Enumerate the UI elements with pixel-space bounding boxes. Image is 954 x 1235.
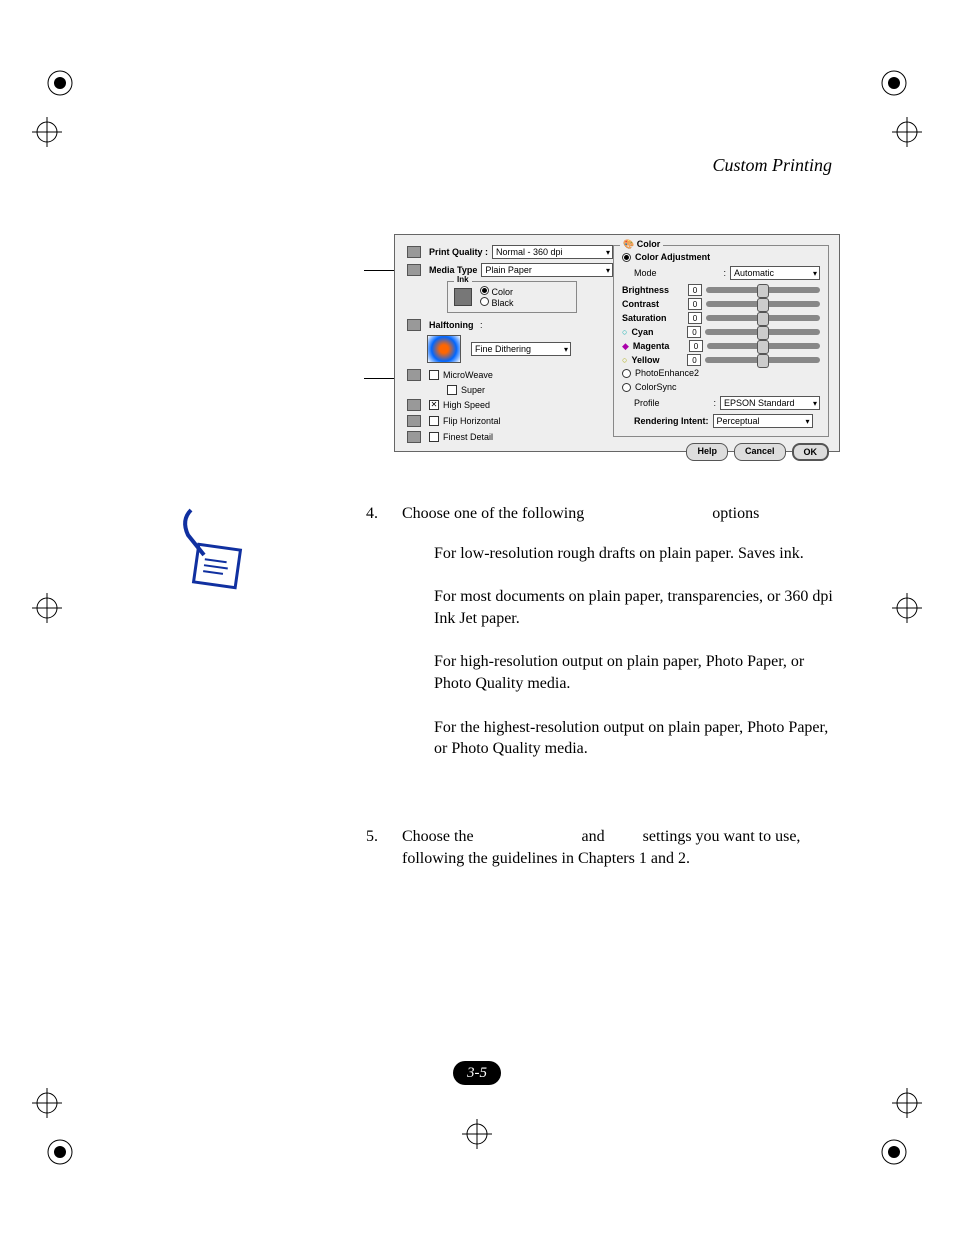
ink-color-label: Color [492,287,514,297]
callout-line [364,378,394,379]
option-1: For low-resolution rough drafts on plain… [434,543,838,565]
callout-line [364,270,394,271]
step-4-text-a: Choose one of the following [402,505,584,522]
flip-checkbox[interactable] [429,416,439,426]
colorsync-radio[interactable] [622,383,631,392]
brightness-slider[interactable] [706,287,820,293]
reg-mark [45,1137,75,1167]
yellow-label: Yellow [631,355,683,365]
magenta-value: 0 [689,340,703,352]
section-title: Custom Printing [712,155,832,176]
cyan-value: 0 [687,326,701,338]
step-5: 5. Choose the and settings you want to u… [366,826,838,869]
step-5-text-b: and [582,828,605,845]
mode-select[interactable]: Automatic [730,266,820,280]
super-label: Super [461,385,485,395]
rendering-label: Rendering Intent: [634,416,709,426]
option-4: For the highest-resolution output on pla… [434,717,838,760]
super-checkbox[interactable] [447,385,457,395]
color-adjustment-radio[interactable] [622,253,631,262]
print-quality-label: Print Quality : [429,247,488,257]
reg-mark [32,1088,62,1118]
highspeed-checkbox[interactable] [429,400,439,410]
reg-mark [892,1088,922,1118]
reg-mark [892,117,922,147]
contrast-slider[interactable] [706,301,820,307]
color-group: 🎨 Color Color Adjustment Mode : Automati… [613,245,829,437]
mode-label: Mode [634,268,657,278]
media-type-label: Media Type [429,265,477,275]
reg-mark [892,593,922,623]
reg-mark [32,593,62,623]
step-4: 4. Choose one of the following options F… [366,503,838,782]
photoenhance-radio[interactable] [622,369,631,378]
halftone-preview [427,335,461,363]
brightness-value: 0 [688,284,702,296]
detail-icon [407,431,421,443]
microweave-checkbox[interactable] [429,370,439,380]
reg-mark [462,1119,492,1149]
microweave-icon [407,369,421,381]
reg-mark [45,68,75,98]
magenta-slider[interactable] [707,343,820,349]
flip-icon [407,415,421,427]
reg-mark [879,68,909,98]
contrast-label: Contrast [622,299,684,309]
saturation-slider[interactable] [706,315,820,321]
halftoning-label: Halftoning [429,320,474,330]
color-adjustment-label: Color Adjustment [635,252,710,262]
saturation-label: Saturation [622,313,684,323]
highspeed-label: High Speed [443,400,490,410]
brightness-label: Brightness [622,285,684,295]
option-2: For most documents on plain paper, trans… [434,586,838,629]
media-icon [407,264,421,276]
yellow-slider[interactable] [705,357,820,363]
photoenhance-label: PhotoEnhance2 [635,368,699,378]
halftone-icon [407,319,421,331]
help-button[interactable]: Help [686,443,728,461]
reg-mark [879,1137,909,1167]
ok-button[interactable]: OK [792,443,830,461]
ink-group: Ink Color Black [447,281,577,313]
contrast-value: 0 [688,298,702,310]
yellow-value: 0 [687,354,701,366]
ink-black-label: Black [492,298,514,308]
step-5-number: 5. [366,826,378,848]
flip-label: Flip Horizontal [443,416,501,426]
profile-label: Profile [634,398,660,408]
cyan-slider[interactable] [705,329,820,335]
microweave-label: MicroWeave [443,370,493,380]
rendering-select[interactable]: Perceptual [713,414,813,428]
halftoning-select[interactable]: Fine Dithering [471,342,571,356]
finest-label: Finest Detail [443,432,493,442]
profile-select[interactable]: EPSON Standard [720,396,820,410]
reg-mark [32,117,62,147]
media-type-select[interactable]: Plain Paper [481,263,613,277]
cancel-button[interactable]: Cancel [734,443,786,461]
ink-black-radio[interactable] [480,297,489,306]
page-number: 3-5 [453,1061,501,1085]
step-4-text-b: options [712,505,759,522]
finest-checkbox[interactable] [429,432,439,442]
ink-icon [454,288,472,306]
highspeed-icon [407,399,421,411]
saturation-value: 0 [688,312,702,324]
step-4-number: 4. [366,503,378,525]
ink-color-radio[interactable] [480,286,489,295]
note-icon [176,505,256,590]
print-quality-select[interactable]: Normal - 360 dpi [492,245,613,259]
quality-icon [407,246,421,258]
cyan-label: Cyan [631,327,683,337]
ink-group-label: Ink [454,275,472,284]
print-settings-dialog: Print Quality : Normal - 360 dpi Media T… [394,234,840,452]
magenta-label: Magenta [633,341,685,351]
option-3: For high-resolution output on plain pape… [434,651,838,694]
color-header: 🎨 Color [620,239,663,250]
colorsync-label: ColorSync [635,382,677,392]
step-5-text-a: Choose the [402,828,474,845]
